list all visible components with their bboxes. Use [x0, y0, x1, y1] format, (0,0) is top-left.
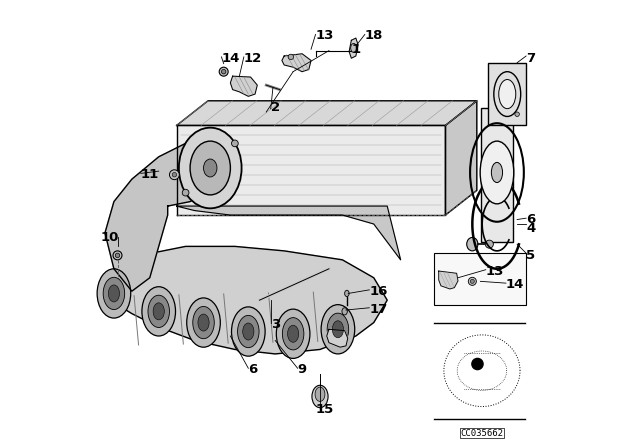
Ellipse shape — [243, 323, 254, 340]
Text: 13: 13 — [486, 264, 504, 278]
Text: 17: 17 — [369, 302, 388, 316]
Ellipse shape — [480, 141, 514, 204]
Ellipse shape — [321, 305, 355, 354]
Ellipse shape — [345, 290, 349, 297]
Text: 18: 18 — [365, 29, 383, 43]
Text: 15: 15 — [316, 403, 334, 417]
Text: 6: 6 — [248, 363, 257, 376]
Ellipse shape — [492, 163, 502, 183]
Text: 14: 14 — [221, 52, 240, 65]
Ellipse shape — [170, 170, 179, 180]
Text: 6: 6 — [526, 213, 535, 226]
Ellipse shape — [108, 285, 120, 302]
Ellipse shape — [468, 277, 476, 285]
Ellipse shape — [485, 240, 493, 248]
Bar — [481, 108, 513, 242]
Ellipse shape — [153, 303, 164, 320]
Ellipse shape — [179, 128, 242, 208]
Text: 16: 16 — [369, 284, 388, 298]
Ellipse shape — [97, 269, 131, 318]
Polygon shape — [177, 125, 445, 215]
Text: 12: 12 — [244, 52, 262, 65]
Ellipse shape — [472, 358, 483, 370]
Bar — [488, 63, 526, 125]
Ellipse shape — [470, 280, 474, 284]
Ellipse shape — [103, 277, 125, 310]
Ellipse shape — [332, 321, 344, 338]
Ellipse shape — [282, 318, 304, 350]
Text: 1: 1 — [351, 43, 360, 56]
Polygon shape — [327, 329, 348, 347]
Ellipse shape — [499, 80, 516, 109]
Polygon shape — [282, 54, 311, 72]
Ellipse shape — [315, 387, 325, 401]
Ellipse shape — [467, 237, 478, 251]
Ellipse shape — [172, 172, 177, 177]
Text: 5: 5 — [526, 249, 535, 262]
Text: 13: 13 — [316, 29, 334, 43]
Polygon shape — [230, 76, 257, 96]
Ellipse shape — [232, 140, 238, 147]
Ellipse shape — [342, 308, 348, 315]
Text: 14: 14 — [506, 278, 524, 291]
Ellipse shape — [312, 385, 328, 408]
Polygon shape — [439, 271, 458, 289]
Ellipse shape — [288, 54, 294, 60]
Bar — [435, 253, 526, 305]
Text: 10: 10 — [100, 231, 119, 244]
Polygon shape — [349, 38, 358, 58]
Ellipse shape — [115, 253, 120, 258]
Polygon shape — [445, 101, 477, 215]
Text: CC035662: CC035662 — [460, 429, 504, 438]
Ellipse shape — [219, 67, 228, 76]
Ellipse shape — [287, 325, 299, 342]
Ellipse shape — [113, 251, 122, 260]
Polygon shape — [100, 246, 387, 354]
Text: 2: 2 — [271, 101, 280, 114]
Text: 3: 3 — [271, 318, 280, 332]
Ellipse shape — [142, 287, 175, 336]
Ellipse shape — [327, 313, 349, 345]
Text: 7: 7 — [526, 52, 535, 65]
Ellipse shape — [204, 159, 217, 177]
Polygon shape — [105, 139, 239, 291]
Ellipse shape — [187, 298, 220, 347]
Text: 9: 9 — [298, 363, 307, 376]
Text: 4: 4 — [526, 222, 535, 235]
Ellipse shape — [190, 141, 230, 195]
Ellipse shape — [232, 307, 265, 356]
Ellipse shape — [198, 314, 209, 331]
Text: 11: 11 — [141, 168, 159, 181]
Ellipse shape — [182, 190, 189, 196]
Ellipse shape — [221, 69, 226, 74]
Polygon shape — [177, 101, 477, 125]
Ellipse shape — [276, 309, 310, 358]
Ellipse shape — [237, 315, 259, 348]
Ellipse shape — [148, 295, 170, 327]
Ellipse shape — [193, 306, 214, 339]
Ellipse shape — [515, 112, 520, 116]
Polygon shape — [177, 206, 401, 260]
Ellipse shape — [351, 43, 356, 52]
